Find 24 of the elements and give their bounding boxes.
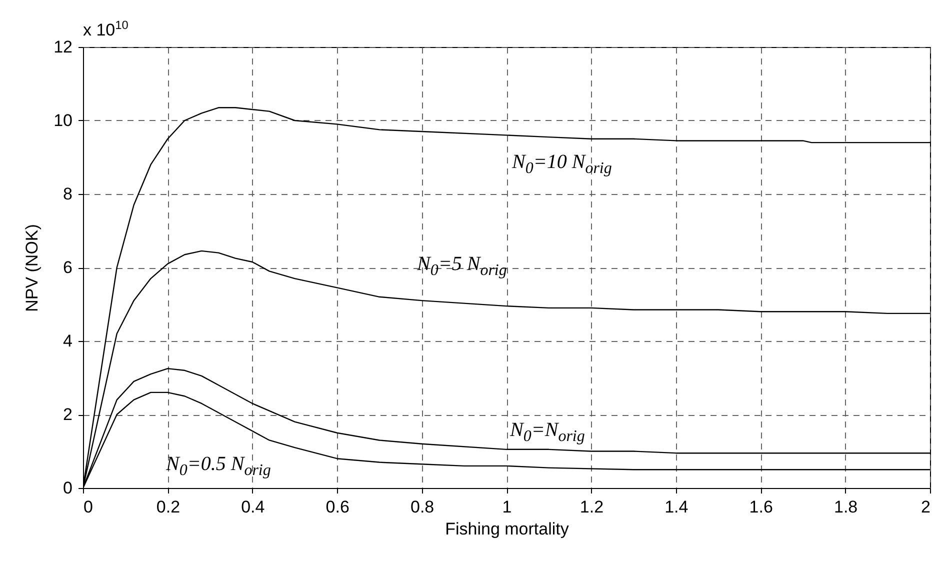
y-axis-title: NPV (NOK) — [22, 224, 42, 312]
text: x 10$^{10}$ — [83, 18, 128, 40]
y-tick-label: 6 — [63, 258, 72, 277]
series-label: N$_{0}$=10 N$_{orig}$ — [512, 151, 612, 177]
x-tick-label: 0.2 — [156, 498, 180, 516]
y-tick-label: 10 — [54, 111, 72, 130]
y-tick-label: 4 — [63, 332, 72, 350]
y-tick-label: 0 — [63, 478, 72, 498]
x-tick-label: 1 — [502, 498, 512, 516]
x-tick-label: 1.6 — [749, 498, 773, 516]
x-tick-label: 1.4 — [664, 498, 688, 516]
y-tick-label: 2 — [63, 405, 72, 424]
x-tick-label: 1.8 — [834, 498, 858, 516]
x-tick-label: 0.8 — [410, 498, 434, 516]
series-label: N$_{0}$=N$_{orig}$ — [510, 419, 585, 445]
x-tick-label: 0.4 — [241, 498, 265, 516]
x-tick-label: 1.2 — [580, 498, 604, 516]
y-tick-label: 12 — [54, 38, 72, 56]
x-tick-label: 0 — [84, 498, 93, 516]
x-tick-label: 2 — [921, 498, 930, 516]
x-tick-label: 0.6 — [326, 498, 350, 516]
y-tick-label: 8 — [63, 184, 72, 204]
series-label: N$_{0}$=0.5 N$_{orig}$ — [166, 453, 271, 479]
x-axis-title: Fishing mortality — [445, 520, 570, 538]
